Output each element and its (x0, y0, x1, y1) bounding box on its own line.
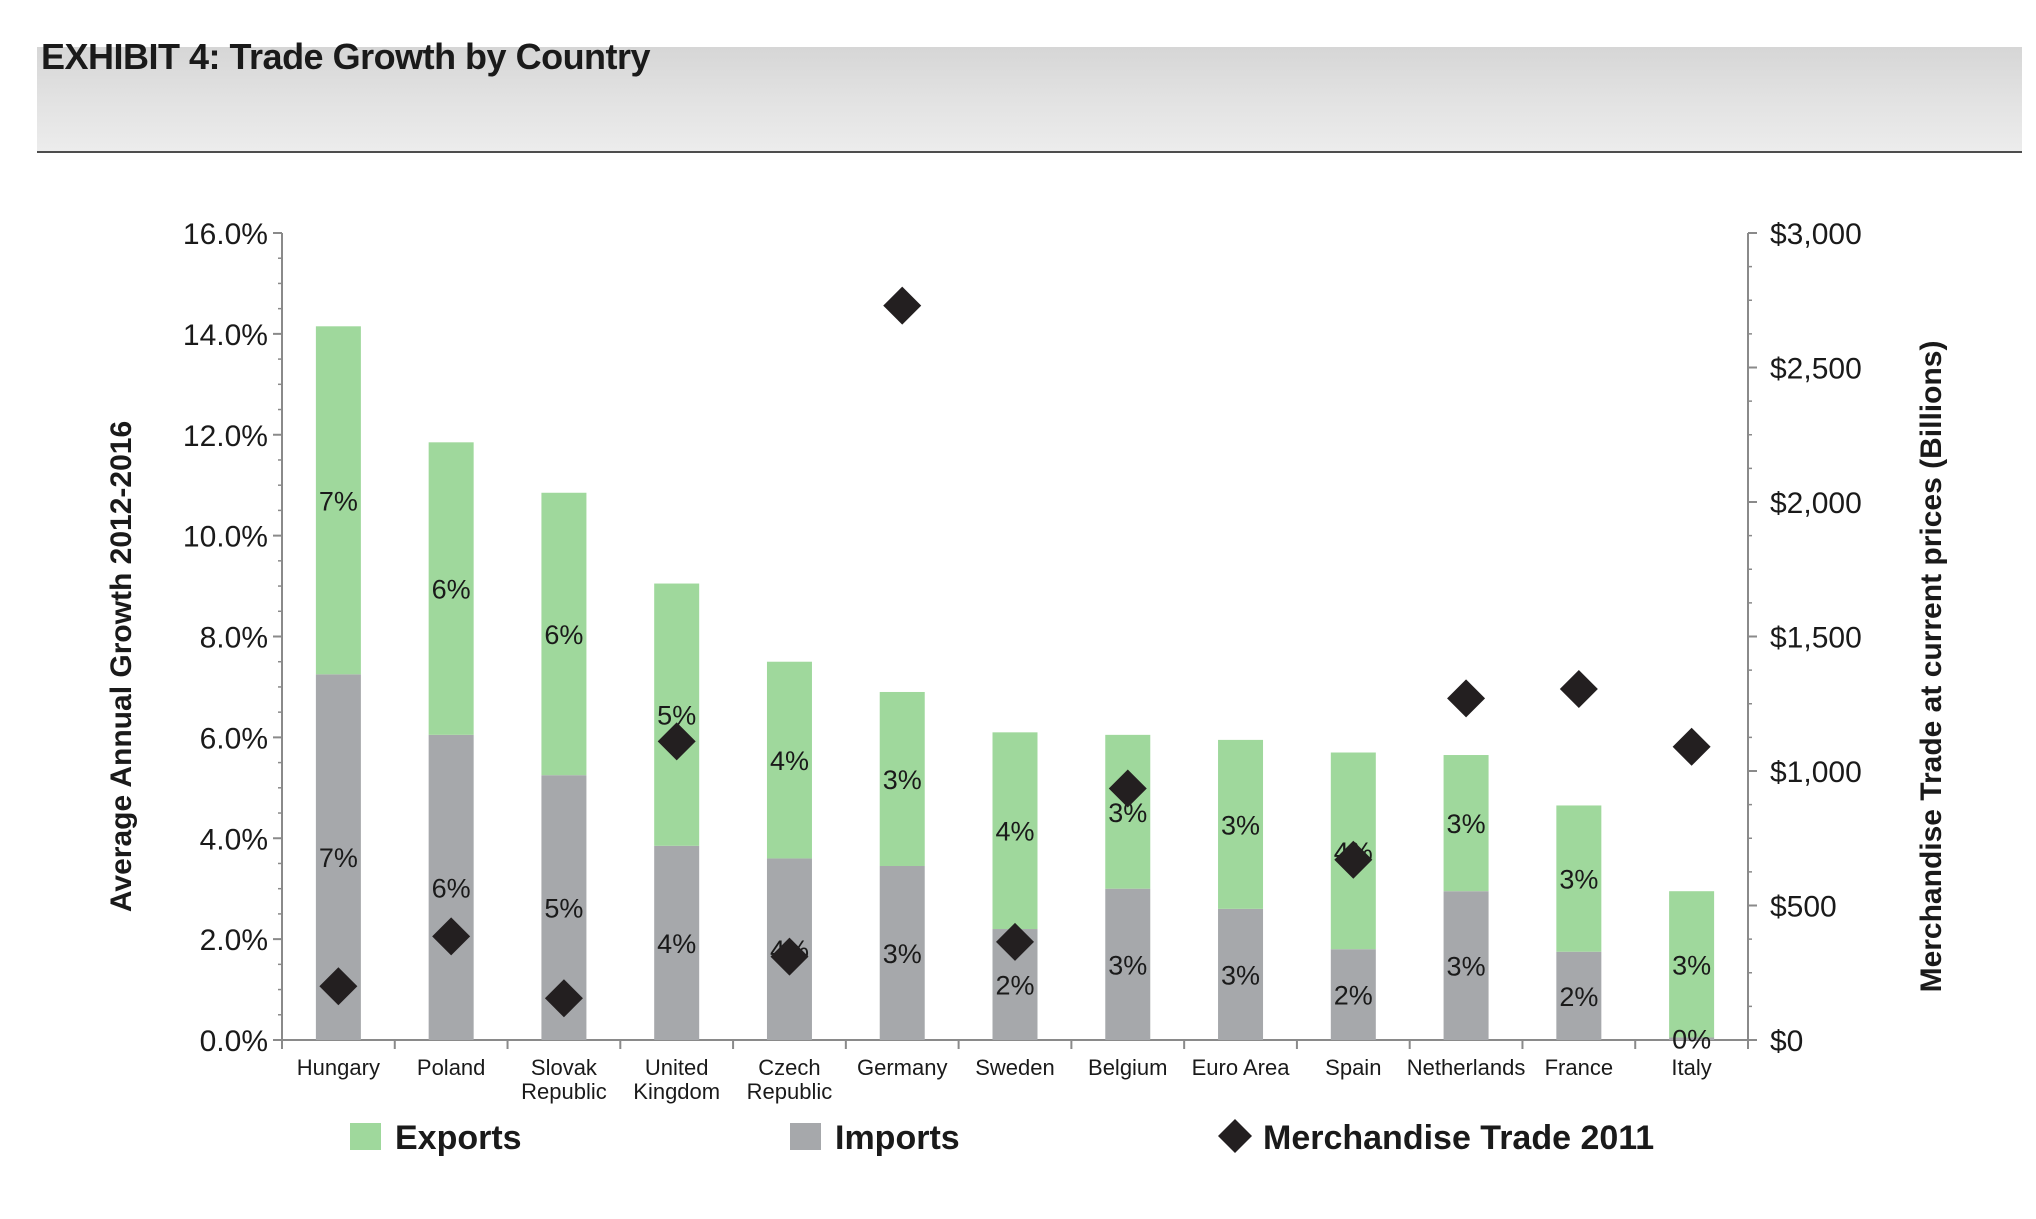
merchandise-trade-diamond (1108, 769, 1147, 808)
imports-data-label: 3% (1108, 950, 1147, 980)
left-axis-tick-label: 2.0% (200, 924, 268, 957)
exports-data-label: 4% (995, 817, 1034, 847)
right-axis-tick-label: $0 (1770, 1025, 1803, 1058)
merchandise-trade-diamond (1559, 669, 1598, 708)
exports-bar (315, 326, 361, 675)
category-label: Kingdom (633, 1079, 720, 1104)
left-axis-tick-label: 10.0% (183, 521, 268, 554)
imports-data-label: 3% (1447, 952, 1486, 982)
category-label: Netherlands (1407, 1055, 1526, 1080)
merchandise-trade-diamond (657, 722, 696, 761)
category-label: France (1545, 1055, 1613, 1080)
exports-bar (428, 442, 474, 735)
legend-label: Merchandise Trade 2011 (1263, 1119, 1654, 1157)
left-axis-tick-label: 14.0% (183, 319, 268, 352)
exports-data-label: 6% (544, 620, 583, 650)
right-axis-title: Merchandise Trade at current prices (Bil… (1915, 341, 1948, 993)
exports-data-label: 3% (1559, 865, 1598, 895)
merchandise-trade-diamond (432, 917, 471, 956)
category-label: Euro Area (1192, 1055, 1291, 1080)
imports-data-label: 3% (1221, 960, 1260, 990)
left-axis-tick-label: 0.0% (200, 1025, 268, 1058)
imports-data-label: 4% (657, 929, 696, 959)
merchandise-trade-diamond (1672, 727, 1711, 766)
merchandise-trade-diamond (1447, 679, 1486, 718)
chart-title: EXHIBIT 4: Trade Growth by Country (41, 36, 651, 77)
imports-data-label: 0% (1672, 1025, 1711, 1055)
exports-bar (1218, 739, 1264, 909)
left-axis-tick-label: 8.0% (200, 622, 268, 655)
exports-data-label: 6% (432, 575, 471, 605)
imports-data-label: 7% (319, 843, 358, 873)
imports-bar (428, 734, 474, 1040)
imports-bar (1556, 951, 1602, 1040)
imports-bar (879, 865, 925, 1040)
exports-bar (1105, 734, 1151, 889)
imports-bar (1105, 888, 1151, 1040)
category-label: Czech (758, 1055, 820, 1080)
left-axis-tick-label: 12.0% (183, 420, 268, 453)
legend-diamond (1218, 1119, 1252, 1153)
exports-data-label: 3% (1447, 809, 1486, 839)
imports-bar (1330, 949, 1376, 1040)
exports-bar (1443, 755, 1489, 892)
imports-bar (1218, 908, 1264, 1040)
merchandise-trade-diamond (996, 922, 1034, 961)
right-axis-tick-label: $3,000 (1770, 218, 1862, 251)
merchandise-trade-diamond (544, 979, 583, 1018)
legend-label: Imports (835, 1119, 960, 1157)
category-label: Italy (1671, 1055, 1711, 1080)
legend-label: Exports (395, 1119, 522, 1157)
imports-data-label: 2% (1559, 982, 1598, 1012)
merchandise-trade-diamond (1334, 840, 1373, 879)
category-label: United (645, 1055, 709, 1080)
exports-bar (1669, 891, 1715, 1038)
imports-bar (1443, 891, 1489, 1040)
exports-bar (541, 492, 587, 776)
category-label: Hungary (297, 1055, 380, 1080)
category-label: Republic (747, 1079, 833, 1104)
imports-bar (1669, 1037, 1715, 1040)
category-label: Poland (417, 1055, 486, 1080)
category-label: Sweden (975, 1055, 1055, 1080)
merchandise-trade-diamond (883, 286, 922, 325)
right-axis-tick-label: $2,000 (1770, 487, 1862, 520)
imports-data-label: 5% (544, 894, 583, 924)
right-axis-tick-label: $500 (1770, 891, 1837, 924)
right-axis-tick-label: $1,500 (1770, 622, 1862, 655)
right-axis-tick-label: $2,500 (1770, 353, 1862, 386)
exports-bar (992, 732, 1038, 930)
legend-swatch (790, 1123, 821, 1150)
exports-data-label: 3% (883, 765, 922, 795)
imports-data-label: 2% (995, 971, 1034, 1001)
left-axis-tick-label: 16.0% (183, 218, 268, 251)
exports-data-label: 7% (319, 486, 358, 516)
exports-bar (654, 583, 700, 846)
imports-data-label: 3% (883, 939, 922, 969)
merchandise-trade-diamond (770, 937, 809, 976)
category-label: Germany (857, 1055, 947, 1080)
exports-bar (879, 691, 925, 866)
category-label: Belgium (1088, 1055, 1167, 1080)
left-axis-title: Average Annual Growth 2012-2016 (105, 421, 138, 912)
merchandise-trade-diamond (319, 967, 358, 1006)
category-label: Slovak (531, 1055, 598, 1080)
imports-bar (654, 845, 700, 1040)
imports-data-label: 2% (1334, 981, 1373, 1011)
left-axis-tick-label: 4.0% (200, 823, 268, 856)
category-label: Spain (1325, 1055, 1381, 1080)
header-band (37, 47, 2022, 153)
legend-swatch (350, 1123, 381, 1150)
category-label: Republic (521, 1079, 607, 1104)
imports-data-label: 6% (432, 873, 471, 903)
exports-data-label: 3% (1221, 810, 1260, 840)
exports-bar (1556, 805, 1602, 952)
left-axis-tick-label: 6.0% (200, 722, 268, 755)
right-axis-tick-label: $1,000 (1770, 756, 1862, 789)
exports-data-label: 3% (1672, 950, 1711, 980)
exports-bar (766, 661, 812, 859)
exports-data-label: 4% (770, 746, 809, 776)
